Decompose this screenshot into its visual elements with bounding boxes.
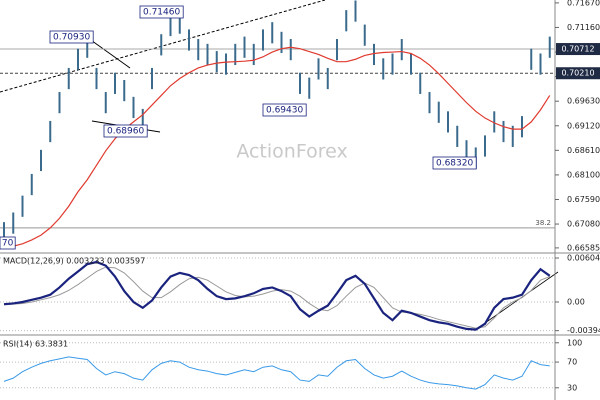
annotation-box xyxy=(432,156,477,170)
moving-average xyxy=(3,46,551,248)
y-tick-label: 0.00 xyxy=(567,298,585,307)
triangle-line xyxy=(87,37,131,69)
y-tick-label: 0.71160 xyxy=(567,23,600,32)
annotation: 0.71460 xyxy=(143,8,180,18)
macd-trend-line xyxy=(474,271,559,331)
y-tick-label: 100 xyxy=(567,338,582,347)
annotation: 70 xyxy=(2,239,14,249)
y-tick-label: 0.69630 xyxy=(567,97,600,106)
annotation-box xyxy=(262,103,307,117)
annotation-box xyxy=(49,30,94,44)
annotation-box xyxy=(0,236,16,250)
line xyxy=(3,260,551,331)
y-tick-label: 0.006048 xyxy=(567,254,600,263)
y-tick-label: 0.66585 xyxy=(567,243,600,252)
y-tick-label: 0.67080 xyxy=(567,220,600,229)
y-tick-label: 0.69120 xyxy=(567,121,600,130)
watermark: ActionForex xyxy=(236,141,347,163)
y-tick-label: 30 xyxy=(567,383,577,392)
annotation: 0.68960 xyxy=(107,127,144,137)
plot-bg xyxy=(0,0,555,400)
y-tick-label: 0.68610 xyxy=(567,146,600,155)
fib-label: 38.2 xyxy=(535,219,551,227)
annotation: 0.69430 xyxy=(266,106,303,116)
price-label: 0.70210 xyxy=(561,69,594,78)
indicator-title: MACD(12,26,9) 0.003233 0.003597 xyxy=(3,257,145,266)
annotation: 0.68320 xyxy=(436,159,473,169)
indicator-title: RSI(14) 63.3831 xyxy=(3,340,68,349)
y-tick-label: 0.71670 xyxy=(567,0,600,7)
price-label-box xyxy=(556,67,600,80)
price-label-box xyxy=(556,43,600,56)
y-tick-label: 0.68100 xyxy=(567,170,600,179)
price-label: 0.70712 xyxy=(561,45,594,54)
annotation-box xyxy=(103,124,148,138)
y-tick-label: 70 xyxy=(567,358,577,367)
line xyxy=(3,356,550,390)
y-tick-label: 0.67590 xyxy=(567,195,600,204)
y-tick-label: -0.00394 xyxy=(567,326,600,335)
annotation-box xyxy=(139,5,184,19)
trend-line xyxy=(0,0,326,93)
annotation: 0.70930 xyxy=(53,33,90,43)
